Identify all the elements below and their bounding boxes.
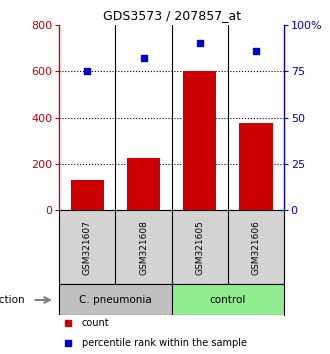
Title: GDS3573 / 207857_at: GDS3573 / 207857_at [103, 9, 241, 22]
Point [85, 68, 90, 74]
Text: control: control [210, 295, 246, 305]
Bar [59, 285, 172, 315]
Text: count: count [82, 318, 110, 328]
Text: GSM321608: GSM321608 [139, 220, 148, 275]
Text: percentile rank within the sample: percentile rank within the sample [82, 338, 247, 348]
Bar [127, 158, 160, 210]
Text: GSM321607: GSM321607 [83, 220, 92, 275]
Point [197, 40, 202, 46]
Bar [172, 285, 284, 315]
Point [141, 55, 146, 61]
Bar [183, 71, 216, 210]
Bar [71, 180, 104, 210]
Point [66, 320, 71, 326]
Bar [239, 123, 273, 210]
Text: GSM321605: GSM321605 [195, 220, 204, 275]
Text: GSM321606: GSM321606 [251, 220, 260, 275]
Point [253, 48, 258, 53]
Text: infection: infection [0, 295, 25, 305]
Text: C. pneumonia: C. pneumonia [79, 295, 152, 305]
Point [66, 340, 71, 346]
